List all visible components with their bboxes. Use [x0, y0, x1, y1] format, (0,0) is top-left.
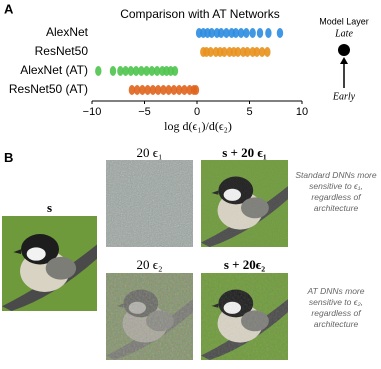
y-tick-label: ResNet50 (AT)	[9, 82, 88, 96]
point	[160, 85, 167, 95]
point	[170, 85, 178, 95]
point	[232, 28, 240, 38]
point	[208, 28, 215, 38]
point	[249, 28, 256, 38]
point	[144, 85, 151, 95]
point	[128, 85, 136, 95]
point	[138, 66, 145, 76]
image-label: s + 20ϵ₂	[223, 257, 266, 272]
image-sum-2	[201, 273, 288, 360]
point	[109, 66, 117, 76]
point	[127, 66, 135, 76]
image-source	[2, 216, 97, 311]
x-tick-label: 0	[194, 106, 200, 118]
point	[171, 66, 179, 76]
point	[237, 28, 245, 38]
x-axis-label: log d(ϵ₁)/d(ϵ₂)	[164, 119, 232, 133]
y-tick-label: ResNet50	[35, 44, 89, 58]
point	[221, 47, 228, 57]
annotation: Standard DNNs more sensitive to ϵ₁, rega…	[295, 170, 377, 213]
panel-label: B	[4, 150, 14, 165]
point	[132, 66, 140, 76]
y-tick-label: AlexNet	[46, 25, 89, 39]
chart-title: Comparison with AT Networks	[120, 7, 280, 21]
legend-early: Early	[332, 91, 356, 102]
point	[148, 66, 156, 76]
point	[165, 85, 172, 95]
point	[192, 85, 200, 95]
y-tick-label: AlexNet (AT)	[20, 63, 88, 77]
point	[253, 47, 261, 57]
image-label: s + 20 ϵ₁	[222, 145, 267, 160]
point	[122, 66, 129, 76]
point	[256, 28, 264, 38]
image-noise-1	[106, 160, 193, 247]
point	[149, 85, 157, 95]
x-tick-label: 5	[246, 106, 252, 118]
point	[276, 28, 284, 38]
point	[153, 66, 161, 76]
point	[265, 28, 272, 38]
point	[95, 66, 102, 76]
legend-late: Late	[334, 28, 353, 39]
point	[143, 66, 150, 76]
x-tick-label: 10	[296, 106, 308, 118]
image-noise-2	[106, 273, 193, 360]
point	[175, 85, 183, 95]
point	[139, 85, 146, 95]
point	[117, 66, 124, 76]
point	[181, 85, 188, 95]
point	[154, 85, 162, 95]
image-sum-1	[201, 160, 288, 247]
image-label: 20 ϵ₁	[136, 145, 163, 160]
point	[217, 28, 225, 38]
point	[264, 47, 271, 57]
point	[223, 28, 230, 38]
point	[258, 47, 266, 57]
x-tick-label: −10	[83, 106, 102, 118]
chart: A Comparison with AT Networks log d(ϵ₁)/…	[4, 1, 369, 133]
point	[133, 85, 141, 95]
annotation: AT DNNs more sensitive to ϵ₂, regardless…	[307, 286, 365, 329]
panel-label: A	[4, 1, 14, 16]
point	[234, 47, 242, 57]
image-label: s	[46, 200, 53, 215]
point	[207, 47, 214, 57]
image-label: 20 ϵ₂	[136, 257, 163, 272]
x-tick-label: −5	[138, 106, 151, 118]
legend-arrowhead	[340, 57, 348, 64]
legend-marker	[338, 44, 350, 56]
point	[243, 28, 250, 38]
legend-title: Model Layer	[319, 16, 369, 26]
point	[244, 47, 251, 57]
